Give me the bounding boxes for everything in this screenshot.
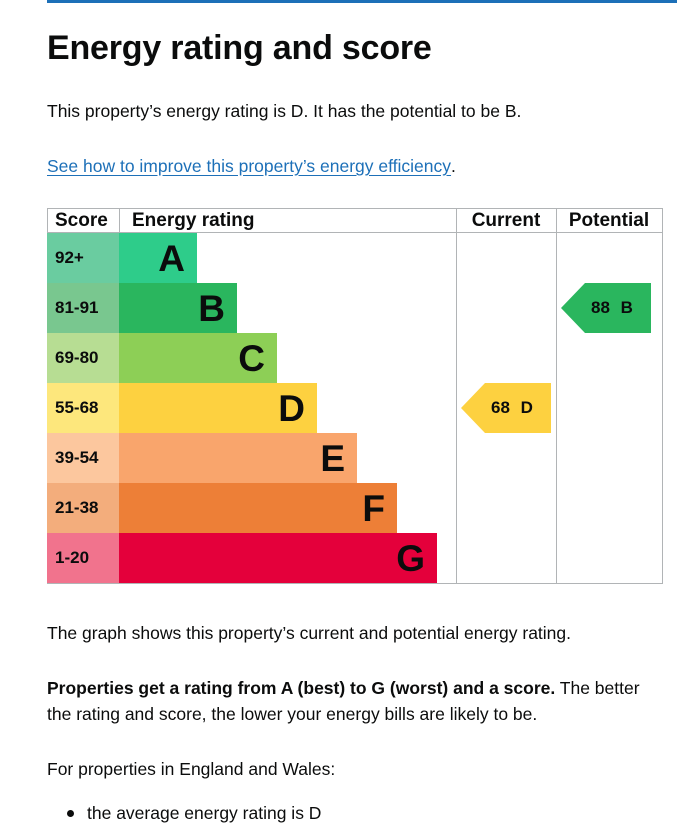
score-range-a: 92+ — [47, 233, 119, 283]
rating-bar-b: B — [119, 283, 237, 333]
rating-bar-d: D — [119, 383, 317, 433]
rating-bar-e: E — [119, 433, 357, 483]
header-energy-rating: Energy rating — [132, 210, 255, 231]
header-potential: Potential — [568, 210, 650, 231]
rating-summary: This property’s energy rating is D. It h… — [47, 101, 522, 121]
current-column-divider — [456, 208, 457, 583]
link-suffix: . — [451, 156, 456, 176]
improve-efficiency-link[interactable]: See how to improve this property’s energ… — [47, 156, 452, 176]
current-marker-shape — [461, 383, 551, 433]
potential-marker-arrow — [561, 283, 651, 333]
rating-bar-f: F — [119, 483, 397, 533]
graph-description: The graph shows this property’s current … — [47, 623, 572, 643]
current-marker-arrow — [461, 383, 551, 433]
page-title: Energy rating and score — [47, 29, 432, 67]
score-range-d: 55-68 — [47, 383, 119, 433]
ratings-explanation-bold: Properties get a rating from A (best) to… — [47, 678, 556, 698]
potential-rating-label: 88 B — [591, 298, 633, 317]
top-accent-bar — [47, 0, 677, 3]
score-range-f: 21-38 — [47, 483, 119, 533]
potential-marker-shape — [561, 283, 651, 333]
potential-rating-marker: 88 B — [561, 283, 651, 333]
rating-bar-g: G — [119, 533, 437, 583]
energy-rating-chart: Score Energy rating Current Potential 92… — [47, 208, 663, 584]
rating-bar-c: C — [119, 333, 277, 383]
header-score: Score — [55, 210, 108, 231]
rating-letter-a: A — [158, 238, 185, 279]
ratings-explanation: Properties get a rating from A (best) to… — [47, 675, 667, 727]
list-item: the average energy rating is D — [47, 800, 321, 826]
score-range-c: 69-80 — [47, 333, 119, 383]
improve-efficiency-link-wrapper: See how to improve this property’s energ… — [47, 153, 456, 179]
header-divider — [47, 232, 662, 233]
rating-letter-b: B — [198, 288, 225, 329]
ratings-explanation-rest: The better the rating and score, the low… — [47, 678, 640, 724]
score-range-b: 81-91 — [47, 283, 119, 333]
header-current: Current — [471, 210, 541, 231]
current-rating-label: 68 D — [491, 398, 533, 417]
region-note: For properties in England and Wales: — [47, 759, 336, 779]
rating-letter-g: G — [396, 538, 425, 579]
rating-letter-f: F — [362, 488, 385, 529]
score-range-g: 1-20 — [47, 533, 119, 583]
score-range-e: 39-54 — [47, 433, 119, 483]
rating-letter-d: D — [278, 388, 305, 429]
rating-bar-a: A — [119, 233, 197, 283]
average-list: the average energy rating is D — [47, 800, 321, 826]
current-rating-marker: 68 D — [461, 383, 551, 433]
rating-letter-e: E — [320, 438, 345, 479]
rating-letter-c: C — [238, 338, 265, 379]
potential-column-divider — [556, 208, 557, 583]
